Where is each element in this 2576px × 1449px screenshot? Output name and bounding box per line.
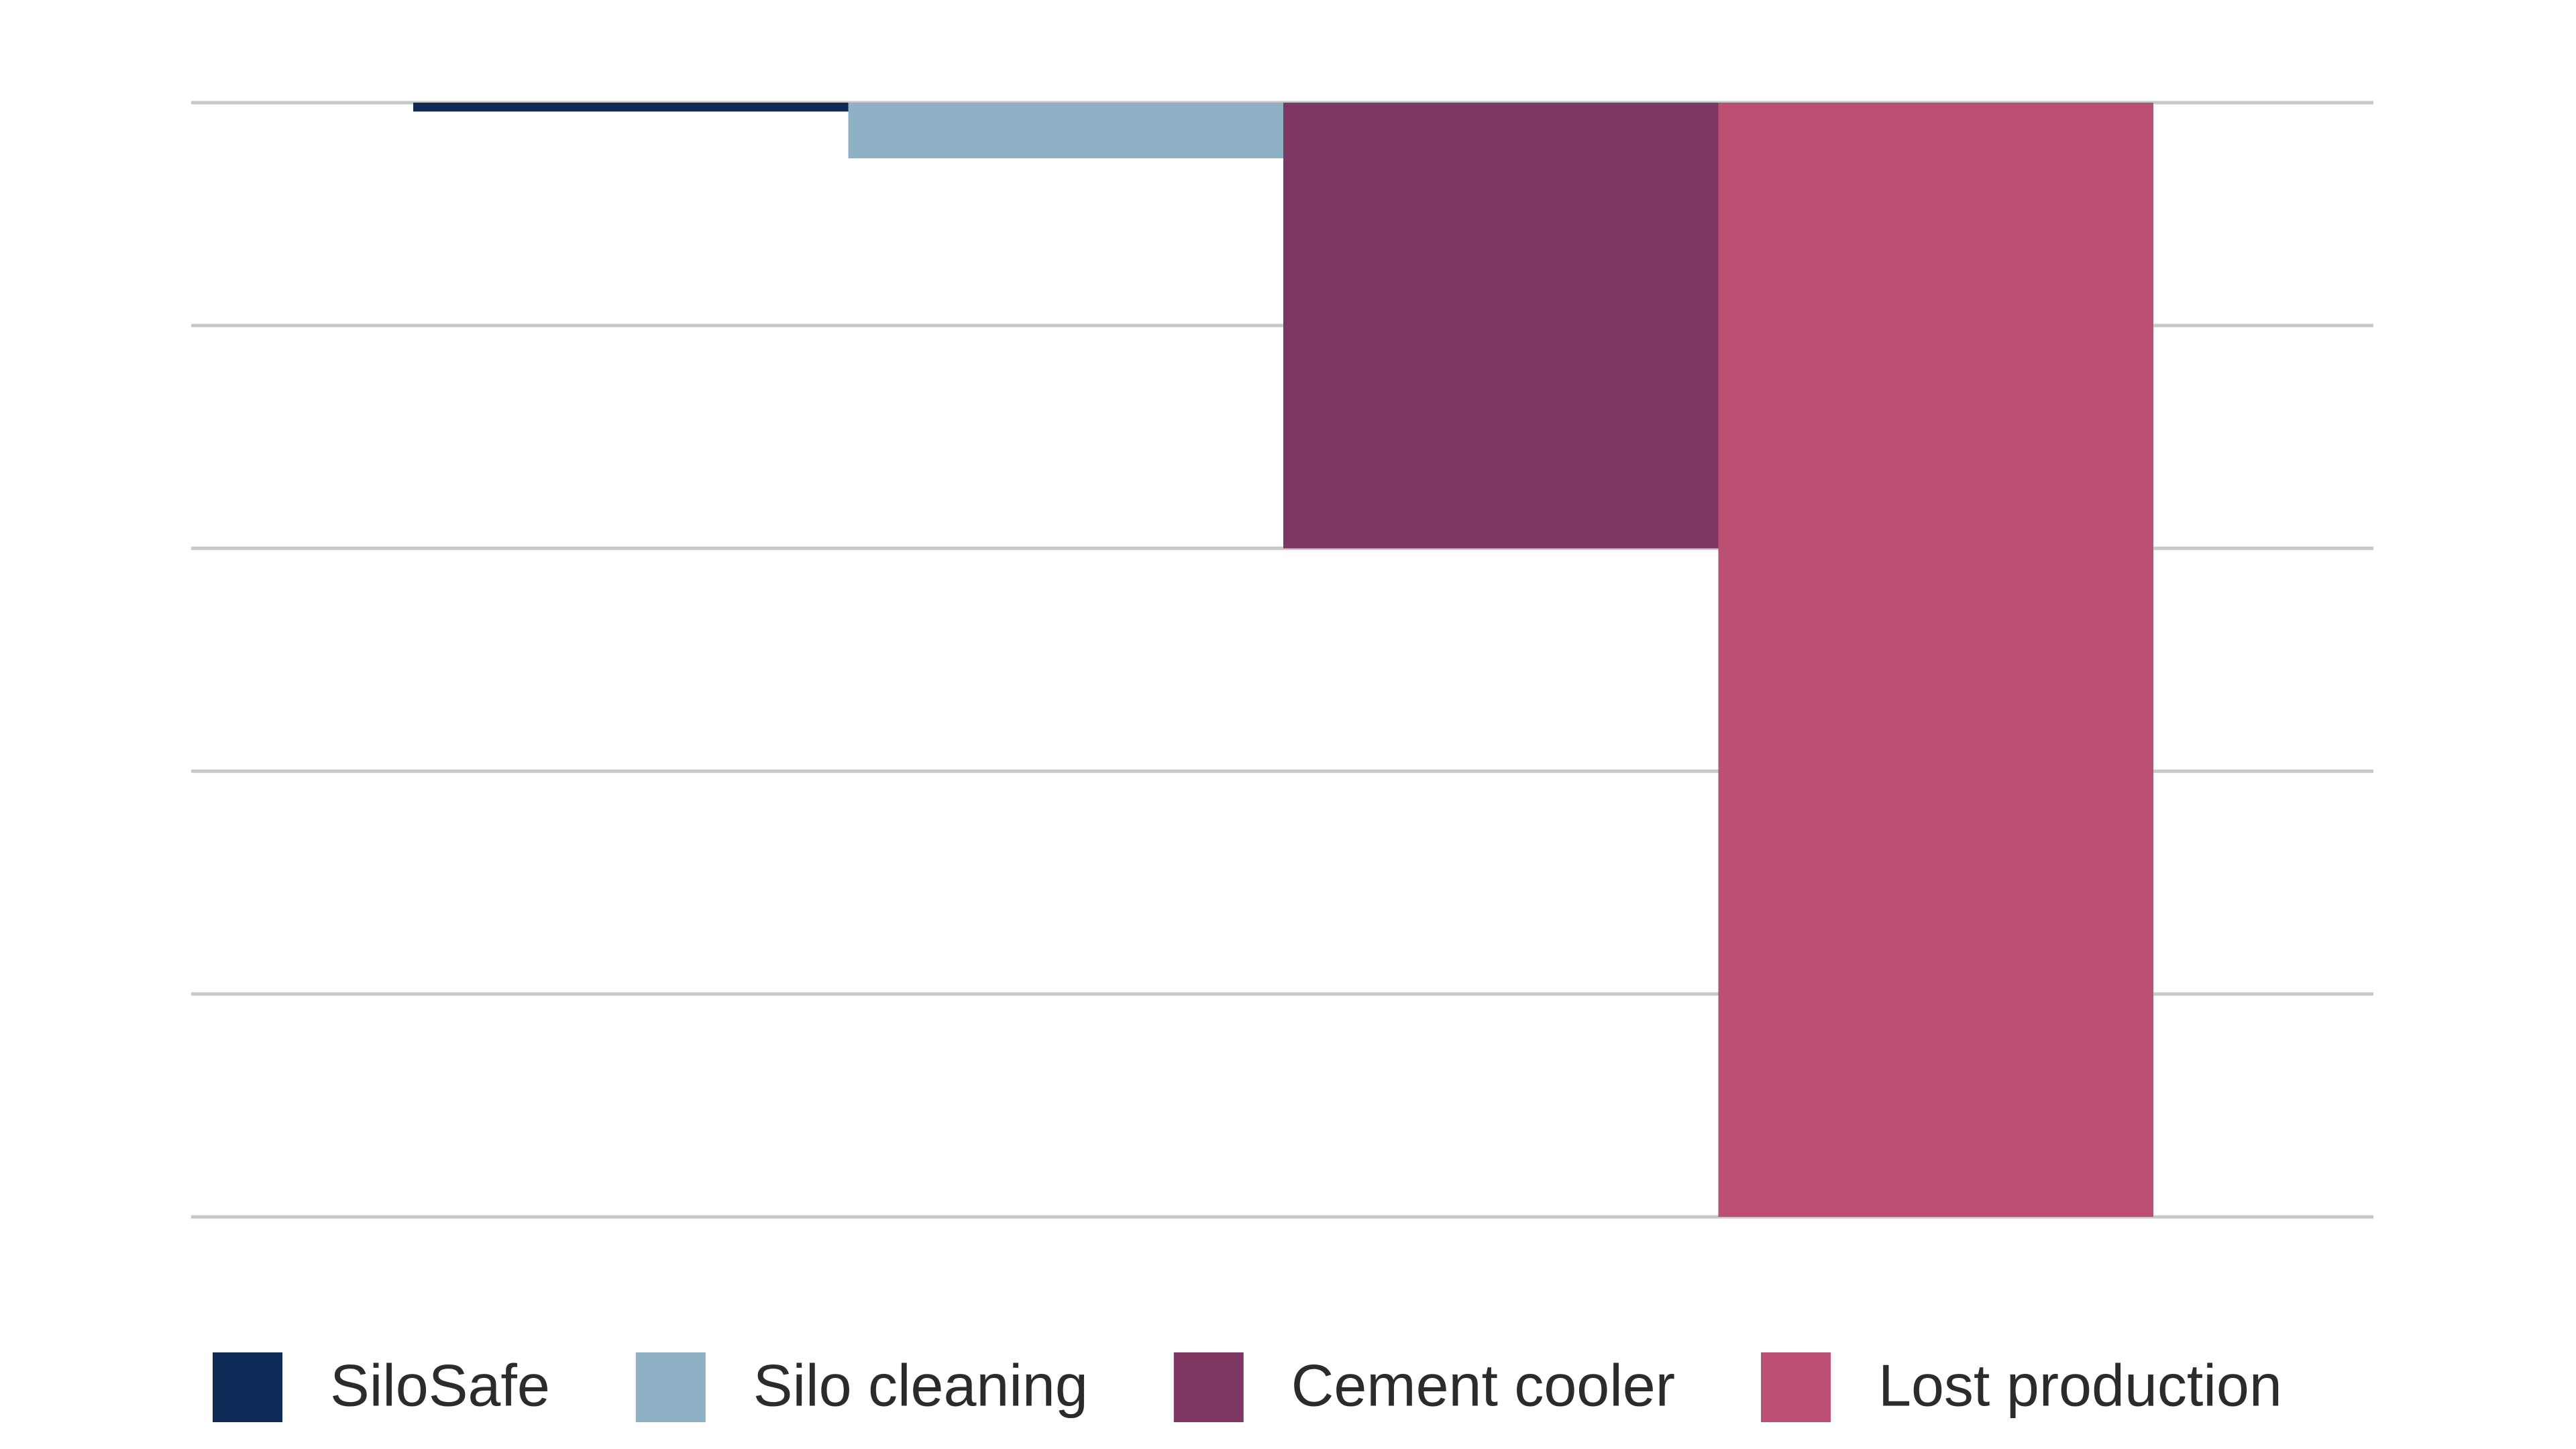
bar (1718, 103, 2153, 1217)
bar (413, 103, 849, 112)
bar (848, 103, 1283, 159)
legend-swatch (1761, 1352, 1831, 1422)
legend-swatch (1173, 1352, 1244, 1422)
legend-label: Lost production (1878, 1352, 2282, 1418)
bar (1283, 103, 1719, 549)
legend-label: SiloSafe (330, 1352, 550, 1418)
legend-swatch (635, 1352, 706, 1422)
legend-label: Silo cleaning (753, 1352, 1088, 1418)
legend-label: Cement cooler (1291, 1352, 1675, 1418)
legend-swatch (213, 1352, 282, 1422)
